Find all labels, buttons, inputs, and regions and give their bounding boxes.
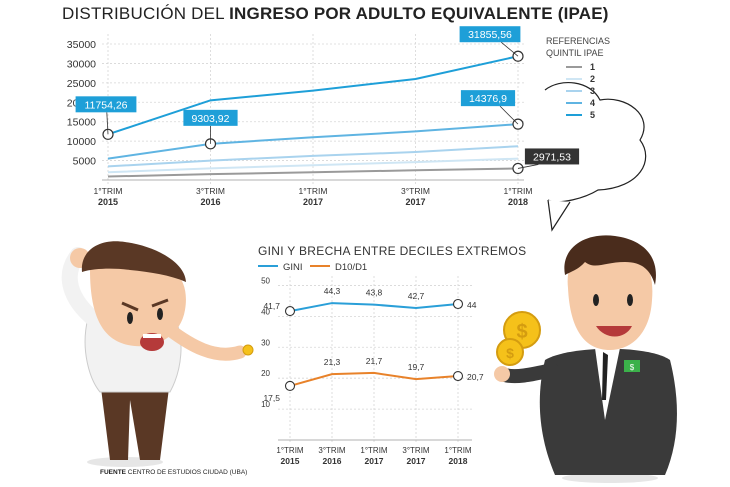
- source-label: FUENTE: [100, 469, 126, 476]
- highlight-point-marker: [452, 298, 464, 310]
- x-tick-year: 2015: [281, 456, 300, 466]
- annotation-value-label: 31855,56: [468, 29, 512, 41]
- source-text: CENTRO DE ESTUDIOS CIUDAD (UBA): [126, 469, 248, 476]
- x-tick-year: 2015: [98, 197, 118, 207]
- svg-text:$: $: [630, 363, 635, 372]
- x-tick-label: 1°TRIM: [94, 186, 123, 196]
- annotation-box: [183, 109, 238, 126]
- data-label: 21,3: [324, 357, 341, 367]
- source-note: FUENTE CENTRO DE ESTUDIOS CIUDAD (UBA): [100, 469, 247, 476]
- x-tick-label: 3°TRIM: [196, 186, 225, 196]
- y-tick-label: 35000: [67, 39, 96, 51]
- annotation-box: [459, 26, 521, 43]
- y-tick-label: 5000: [73, 156, 97, 168]
- y-tick-label: 10: [261, 400, 270, 409]
- y-tick-label: 30000: [67, 58, 96, 70]
- annotation-value-label: 9303,92: [192, 113, 230, 125]
- y-tick-label: 50: [261, 276, 270, 285]
- x-tick-label: 1°TRIM: [360, 446, 388, 455]
- data-label: 43,8: [366, 288, 383, 298]
- legend-label: D10/D1: [335, 262, 367, 273]
- x-tick-year: 2017: [407, 456, 426, 466]
- series-line-gini: [289, 302, 459, 313]
- data-label: 42,7: [408, 291, 425, 301]
- highlight-point-marker: [284, 306, 296, 317]
- annotation-box: [460, 90, 516, 107]
- annotation-leader: [500, 41, 519, 57]
- series-line-quintil-5: [107, 55, 519, 136]
- y-tick-label: 40: [261, 307, 270, 316]
- series-line-quintil-4: [107, 123, 519, 160]
- annotation-box: [75, 96, 137, 113]
- legend-label: GINI: [283, 262, 303, 273]
- legend-subtitle: QUINTIL IPAE: [546, 48, 604, 58]
- worried-man-illustration: [61, 241, 254, 467]
- title-bold: INGRESO POR ADULTO EQUIVALENTE (IPAE): [229, 4, 609, 23]
- y-tick-label: 10000: [67, 136, 96, 148]
- legend-title: REFERENCIAS: [546, 36, 610, 46]
- y-tick-label: 25000: [67, 78, 96, 90]
- annotation-box: [524, 148, 580, 165]
- annotation-value-label: 11754,26: [84, 99, 127, 111]
- x-tick-year: 2017: [405, 197, 425, 207]
- legend-label: 3: [590, 86, 595, 96]
- legend-label: 1: [590, 62, 595, 72]
- y-tick-label: 20: [261, 369, 270, 378]
- speech-bubble-tail: [547, 199, 571, 232]
- annotation-leader: [106, 112, 109, 135]
- series-line-quintil-2: [107, 157, 519, 174]
- x-tick-label: 1°TRIM: [276, 446, 304, 455]
- legend-label: 5: [590, 110, 595, 120]
- x-tick-label: 3°TRIM: [318, 446, 346, 455]
- title-light: DISTRIBUCIÓN DEL: [62, 4, 230, 23]
- chart2-title: GINI Y BRECHA ENTRE DECILES EXTREMOS: [258, 244, 526, 258]
- x-tick-year: 2018: [449, 456, 468, 466]
- data-label: 21,7: [366, 356, 383, 366]
- highlight-point-marker: [452, 370, 464, 382]
- data-label: 44: [467, 300, 477, 310]
- x-tick-year: 2016: [200, 197, 220, 207]
- series-line-quintil-1: [107, 167, 519, 178]
- y-tick-label: 30: [261, 338, 270, 347]
- series-line-quintil-3: [107, 145, 519, 168]
- annotation-value-label: 2971,53: [533, 151, 571, 163]
- data-label: 41,7: [263, 301, 280, 311]
- data-label: 19,7: [408, 362, 425, 372]
- chart-title: DISTRIBUCIÓN DEL INGRESO POR ADULTO EQUI…: [62, 4, 609, 24]
- data-label: 20,7: [467, 372, 484, 382]
- x-tick-label: 1°TRIM: [504, 186, 533, 196]
- svg-text:$: $: [506, 345, 514, 361]
- speech-bubble-outline: [544, 82, 647, 203]
- data-label: 44,3: [324, 286, 341, 296]
- x-tick-label: 3°TRIM: [402, 446, 430, 455]
- annotation-value-label: 14376,9: [469, 93, 507, 105]
- x-tick-label: 1°TRIM: [444, 446, 472, 455]
- annotation-leader: [517, 164, 539, 169]
- legend-label: 2: [590, 74, 595, 84]
- x-tick-year: 2018: [508, 197, 528, 207]
- legend-label: 4: [590, 98, 595, 108]
- x-tick-year: 2016: [323, 456, 342, 466]
- businessman-illustration: $ $ $: [494, 235, 677, 483]
- data-label: 17,5: [263, 393, 280, 403]
- series-line-d10-d1: [289, 371, 459, 387]
- x-tick-label: 1°TRIM: [299, 186, 328, 196]
- highlight-point-marker: [284, 380, 296, 391]
- x-tick-year: 2017: [303, 197, 323, 207]
- x-tick-year: 2017: [365, 456, 384, 466]
- svg-text:$: $: [516, 321, 527, 343]
- annotation-leader: [499, 105, 519, 125]
- y-tick-label: 15000: [67, 117, 96, 129]
- x-tick-label: 3°TRIM: [401, 186, 430, 196]
